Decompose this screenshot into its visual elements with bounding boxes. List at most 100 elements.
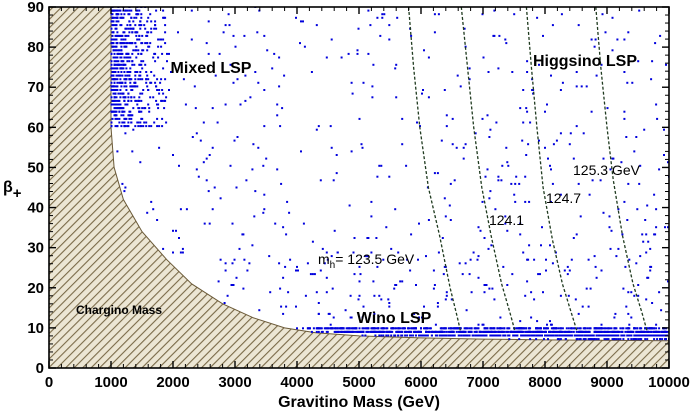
scatter-point bbox=[487, 330, 490, 333]
scatter-point bbox=[121, 42, 124, 45]
scatter-point bbox=[125, 42, 128, 45]
scatter-point bbox=[542, 291, 544, 294]
scatter-point bbox=[598, 330, 601, 333]
scatter-point bbox=[493, 298, 496, 301]
scatter-point bbox=[443, 197, 446, 200]
scatter-point bbox=[404, 330, 407, 333]
scatter-point bbox=[133, 16, 136, 19]
scatter-point bbox=[427, 219, 430, 221]
scatter-point bbox=[359, 273, 362, 276]
scatter-point bbox=[295, 269, 297, 272]
scatter-point bbox=[224, 269, 227, 272]
scatter-point bbox=[475, 330, 478, 333]
scatter-point bbox=[399, 327, 402, 330]
scatter-point bbox=[376, 16, 379, 19]
scatter-point bbox=[551, 330, 554, 333]
scatter-point bbox=[569, 327, 572, 330]
scatter-point bbox=[165, 96, 168, 99]
scatter-point bbox=[350, 330, 353, 333]
scatter-point bbox=[265, 157, 268, 160]
scatter-point bbox=[119, 24, 122, 27]
scatter-point bbox=[647, 276, 650, 279]
scatter-point bbox=[119, 96, 122, 99]
scatter-point bbox=[133, 63, 136, 66]
scatter-point bbox=[534, 330, 537, 333]
scatter-point bbox=[633, 294, 636, 297]
scatter-point bbox=[286, 200, 289, 203]
scatter-point bbox=[244, 74, 247, 77]
scatter-point bbox=[659, 34, 662, 37]
scatter-point bbox=[342, 327, 345, 330]
scatter-point bbox=[626, 81, 629, 84]
scatter-point bbox=[487, 247, 490, 250]
scatter-point bbox=[114, 110, 117, 113]
scatter-point bbox=[412, 334, 415, 337]
scatter-point bbox=[124, 81, 127, 84]
scatter-point bbox=[370, 330, 373, 333]
scatter-point bbox=[641, 334, 644, 337]
scatter-point bbox=[541, 334, 543, 337]
scatter-point bbox=[504, 334, 507, 337]
scatter-point bbox=[584, 338, 587, 341]
scatter-point bbox=[482, 56, 485, 59]
scatter-point bbox=[445, 114, 448, 117]
scatter-point bbox=[388, 24, 391, 27]
scatter-point bbox=[488, 136, 491, 138]
scatter-point bbox=[309, 273, 312, 276]
scatter-point bbox=[513, 334, 516, 337]
scatter-point bbox=[113, 63, 116, 66]
scatter-point bbox=[227, 13, 230, 16]
scatter-point bbox=[156, 117, 159, 120]
scatter-point bbox=[350, 327, 353, 330]
scatter-point bbox=[397, 334, 400, 337]
scatter-point bbox=[285, 305, 288, 308]
scatter-point bbox=[502, 265, 505, 268]
scatter-point bbox=[649, 327, 652, 330]
x-tick-label: 8000 bbox=[528, 374, 561, 391]
y-tick-label: 90 bbox=[27, 0, 44, 16]
scatter-point bbox=[302, 222, 305, 225]
scatter-point bbox=[530, 316, 533, 319]
scatter-point bbox=[453, 327, 456, 330]
scatter-point bbox=[257, 146, 260, 149]
scatter-point bbox=[578, 330, 581, 333]
scatter-point bbox=[449, 219, 452, 221]
scatter-point bbox=[557, 327, 560, 330]
scatter-point bbox=[518, 330, 521, 333]
scatter-point bbox=[551, 334, 554, 337]
scatter-point bbox=[636, 208, 639, 211]
scatter-point bbox=[254, 71, 257, 73]
scatter-point bbox=[127, 121, 130, 124]
scatter-point bbox=[409, 334, 412, 337]
scatter-point bbox=[249, 96, 252, 99]
scatter-point bbox=[325, 330, 328, 333]
scatter-point bbox=[219, 258, 222, 261]
scatter-point bbox=[457, 334, 460, 337]
scatter-point bbox=[139, 125, 142, 128]
region-label-wino-lsp: Wino LSP bbox=[357, 310, 432, 327]
scatter-point bbox=[211, 146, 214, 149]
scatter-point bbox=[631, 81, 634, 84]
scatter-point bbox=[273, 52, 276, 55]
scatter-point bbox=[119, 103, 122, 106]
scatter-point bbox=[112, 92, 115, 95]
scatter-point bbox=[504, 38, 507, 41]
scatter-point bbox=[111, 71, 114, 73]
scatter-point bbox=[245, 179, 248, 182]
scatter-point bbox=[501, 327, 504, 330]
scatter-point bbox=[145, 71, 148, 73]
scatter-point bbox=[115, 16, 118, 19]
scatter-point bbox=[329, 323, 332, 326]
scatter-point bbox=[152, 56, 155, 59]
scatter-point bbox=[361, 316, 364, 319]
scatter-point bbox=[423, 305, 425, 308]
scatter-point bbox=[630, 330, 633, 333]
scatter-point bbox=[115, 20, 118, 23]
scatter-point bbox=[131, 52, 134, 55]
scatter-point bbox=[477, 226, 480, 229]
scatter-point bbox=[528, 334, 531, 337]
scatter-point bbox=[168, 89, 170, 91]
scatter-point bbox=[630, 291, 633, 294]
scatter-point bbox=[519, 320, 522, 323]
scatter-point bbox=[506, 229, 509, 232]
